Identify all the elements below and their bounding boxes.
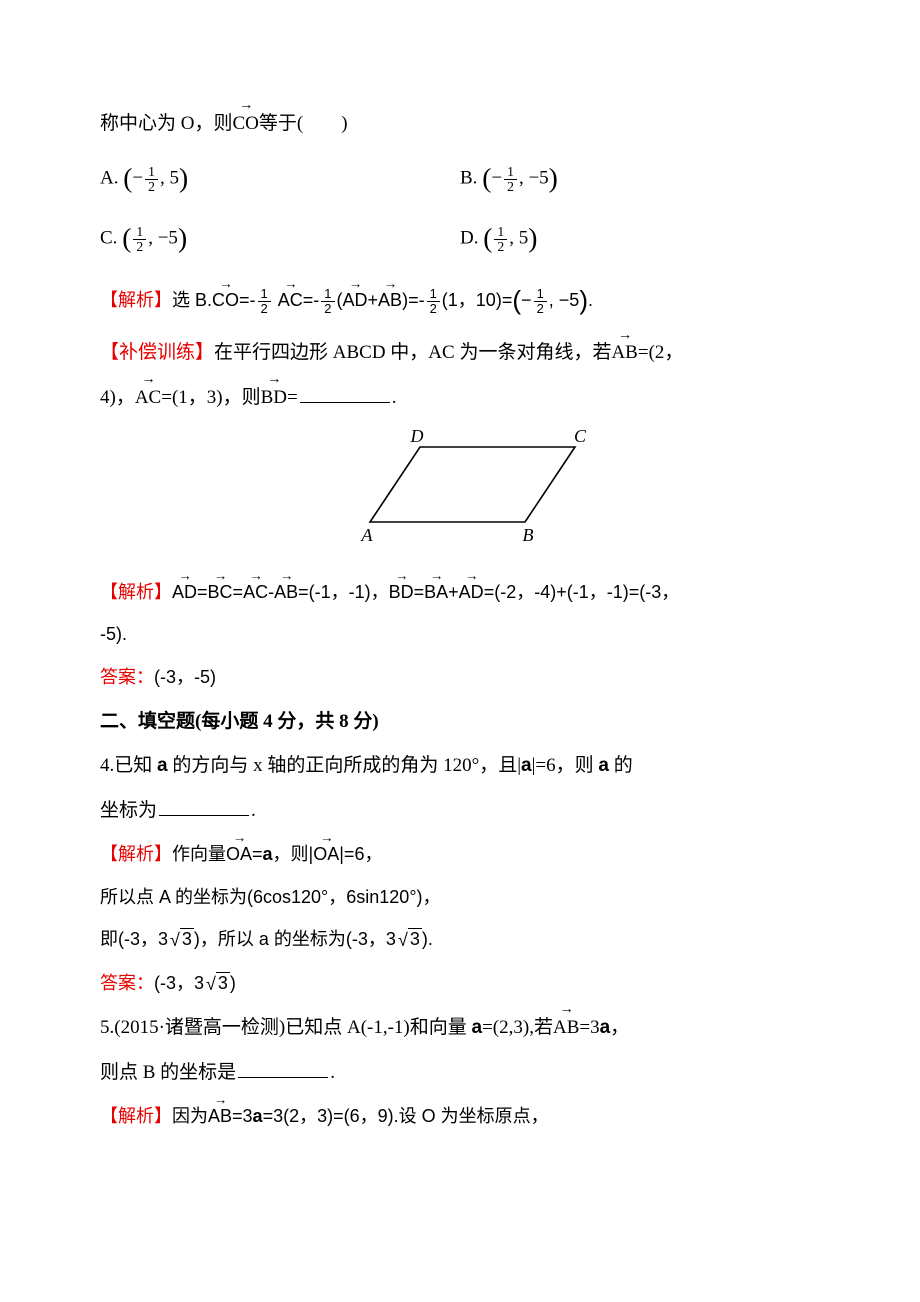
comp-answer: 答案：(-3，-5) — [100, 658, 820, 698]
opt-b-sign: − — [491, 168, 502, 189]
opt-b-rp: ) — [549, 162, 558, 193]
opt-b-lp: ( — [482, 162, 491, 193]
opt-b-letter: B. — [460, 168, 477, 189]
q3-stem-post: 等于( ) — [259, 113, 348, 134]
opt-d-frac: 12 — [494, 225, 507, 254]
q3-opt-d: D. (12, 5) — [460, 208, 820, 269]
q3-analysis: 【解析】选 B.CO=-12 AC=-12(AD+AB)=-12(1，10)=(… — [100, 272, 820, 329]
comp-stem-line1: 【补偿训练】在平行四边形 ABCD 中，AC 为一条对角线，若AB=(2， — [100, 332, 820, 374]
opt-b-frac: 12 — [504, 165, 517, 194]
q4-ana-2: 所以点 A 的坐标为(6cos120°，6sin120°)， — [100, 878, 820, 918]
sqrt-3: 3 — [204, 964, 230, 1004]
diag-b: B — [523, 525, 534, 545]
opt-a-sign: − — [132, 168, 143, 189]
comp-ana-label: 【解析】 — [100, 582, 172, 602]
vec-bd-c: BD — [261, 377, 287, 419]
q4-ana-3: 即(-3，33)，所以 a 的坐标为(-3，33). — [100, 920, 820, 960]
comp-analysis-2: -5). — [100, 615, 820, 655]
q4-line2: 坐标为. — [100, 790, 820, 832]
q3-options: A. (−12, 5) B. (−12, −5) C. (12, −5) D. … — [100, 148, 820, 269]
parallelogram-diagram: D C A B — [100, 427, 820, 563]
q3-opt-c: C. (12, −5) — [100, 208, 460, 269]
blank-1 — [300, 383, 390, 403]
vec-ab: AB — [378, 281, 402, 321]
q3-opt-b: B. (−12, −5) — [460, 148, 820, 209]
opt-c-second: −5 — [158, 228, 178, 249]
opt-d-letter: D. — [460, 228, 478, 249]
comp-ans-val: (-3，-5) — [154, 667, 216, 687]
diag-c: C — [574, 427, 587, 446]
vec-ad: AD — [343, 281, 368, 321]
diag-a: A — [361, 525, 374, 545]
vec-ab-c: AB — [611, 332, 637, 374]
vec-ac: AC — [278, 281, 303, 321]
blank-3 — [238, 1058, 328, 1078]
opt-c-lp: ( — [122, 222, 131, 253]
vec-co: CO — [232, 103, 258, 145]
comp-analysis-1: 【解析】AD=BC=AC-AB=(-1，-1)，BD=BA+AD=(-2，-4)… — [100, 573, 820, 613]
section-2-header: 二、填空题(每小题 4 分，共 8 分) — [100, 701, 820, 743]
q4-ana-1: 【解析】作向量OA=a，则|OA|=6， — [100, 835, 820, 875]
q3-choice: 选 B. — [172, 290, 212, 310]
half-2: 12 — [321, 287, 334, 314]
q3-stem: 称中心为 O，则CO等于( ) — [100, 103, 820, 145]
sqrt-1: 3 — [168, 920, 194, 960]
opt-c-letter: C. — [100, 228, 117, 249]
comp-label: 【补偿训练】 — [100, 342, 214, 363]
q5-line1: 5.(2015·诸暨高一检测)已知点 A(-1,-1)和向量 a=(2,3),若… — [100, 1007, 820, 1049]
q4-line1: 4.已知 a 的方向与 x 轴的正向所成的角为 120°，且|a|=6，则 a … — [100, 745, 820, 787]
analysis-label: 【解析】 — [100, 290, 172, 310]
vec-ac-c: AC — [135, 377, 161, 419]
opt-d-rp: ) — [528, 222, 537, 253]
sqrt-2: 3 — [396, 920, 422, 960]
opt-d-lp: ( — [483, 222, 492, 253]
comp-text1: 在平行四边形 ABCD 中，AC 为一条对角线，若 — [214, 342, 611, 363]
blank-2 — [159, 796, 249, 816]
q3-stem-pre: 称中心为 O，则 — [100, 113, 232, 134]
opt-d-second: 5 — [519, 228, 529, 249]
vec-co2: CO — [212, 281, 239, 321]
opt-c-frac: 12 — [133, 225, 146, 254]
opt-a-rp: ) — [179, 162, 188, 193]
half-3: 12 — [427, 287, 440, 314]
q5-line2: 则点 B 的坐标是. — [100, 1052, 820, 1094]
opt-a-letter: A. — [100, 168, 118, 189]
q3-opt-a: A. (−12, 5) — [100, 148, 460, 209]
opt-b-second: −5 — [528, 168, 548, 189]
half-1: 12 — [258, 287, 271, 314]
opt-a-frac: 12 — [145, 165, 158, 194]
diag-d: D — [410, 427, 424, 446]
q5-ana: 【解析】因为AB=3a=3(2，3)=(6，9).设 O 为坐标原点， — [100, 1097, 820, 1137]
comp-stem-line2: 4)，AC=(1，3)，则BD=. — [100, 377, 820, 419]
res-frac: 12 — [534, 287, 547, 314]
opt-c-rp: ) — [178, 222, 187, 253]
q4-answer: 答案：(-3，33) — [100, 964, 820, 1004]
comp-ans-label: 答案： — [100, 667, 154, 687]
opt-a-second: 5 — [169, 168, 179, 189]
